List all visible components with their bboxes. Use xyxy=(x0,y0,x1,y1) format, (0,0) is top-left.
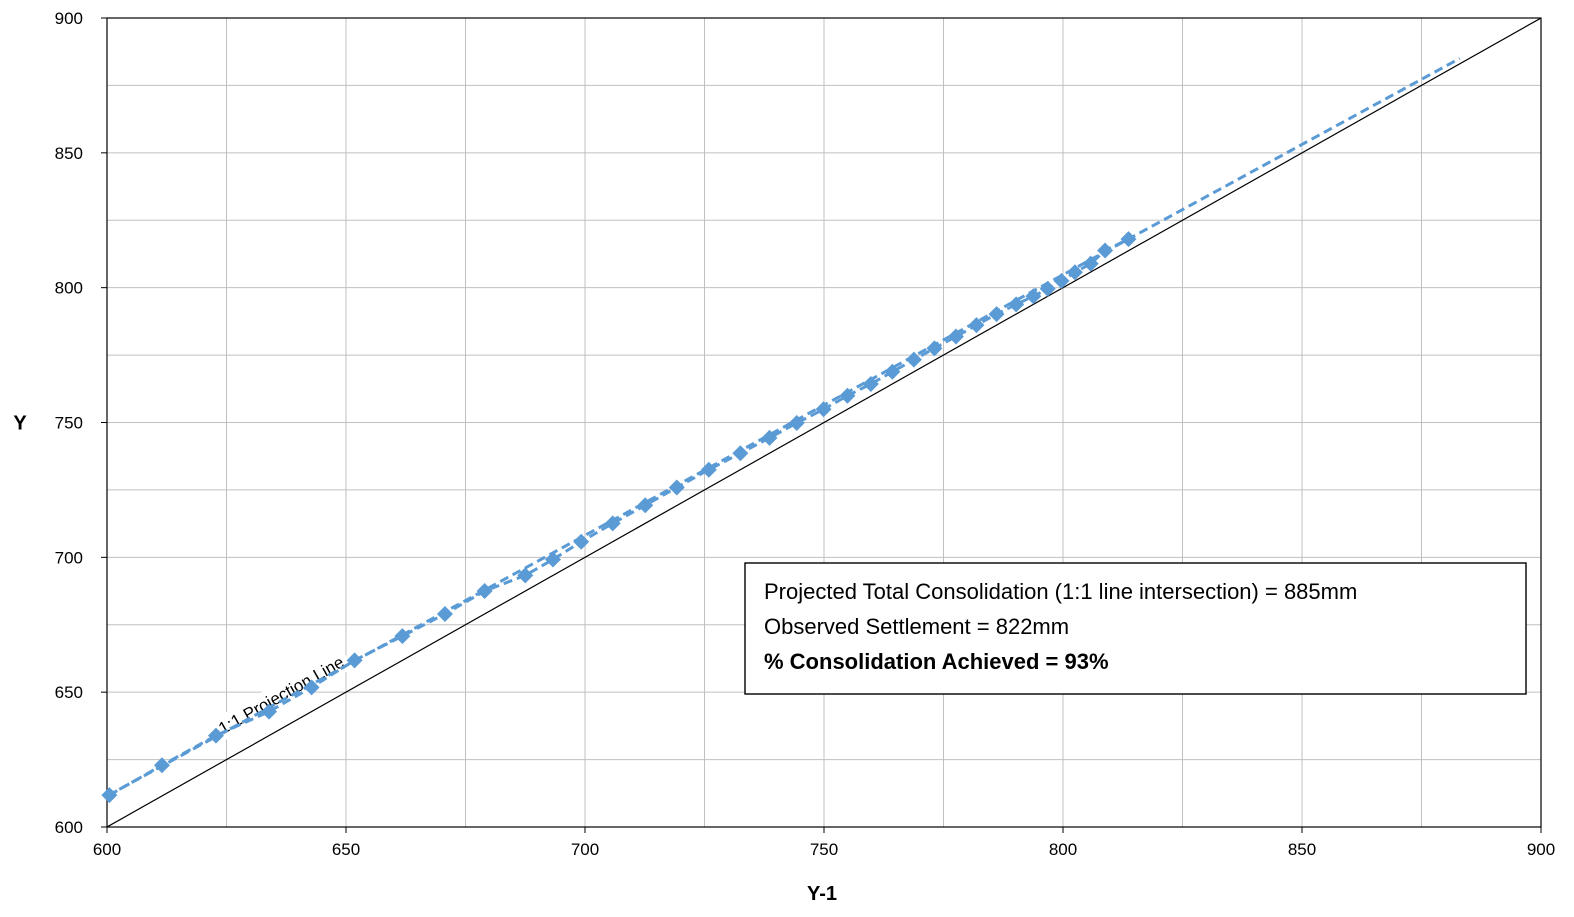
data-point xyxy=(947,328,964,345)
annotation-box-frame xyxy=(744,562,1527,695)
data-point xyxy=(1008,296,1025,313)
data-point xyxy=(637,497,654,514)
data-point xyxy=(1066,264,1083,281)
y-tick-label: 750 xyxy=(55,414,83,433)
data-point xyxy=(436,605,453,622)
data-point xyxy=(1039,280,1056,297)
data-point xyxy=(1082,255,1099,272)
data-point xyxy=(544,551,561,568)
data-point xyxy=(1097,242,1114,259)
y-tick-label: 650 xyxy=(55,683,83,702)
data-point xyxy=(700,461,717,478)
data-point xyxy=(394,628,411,645)
data-point xyxy=(476,583,493,600)
data-point xyxy=(604,515,621,532)
annotation-box: Projected Total Consolidation (1:1 line … xyxy=(744,562,1527,695)
data-point xyxy=(261,703,278,720)
data-point xyxy=(839,387,856,404)
data-point xyxy=(905,351,922,368)
data-point xyxy=(988,306,1005,323)
data-point xyxy=(884,363,901,380)
x-tick-label: 800 xyxy=(1049,840,1077,859)
y-tick-label: 900 xyxy=(55,9,83,28)
data-point xyxy=(926,340,943,357)
data-point xyxy=(761,429,778,446)
axis-ticks: 600 650 700 750 800 850 900 600 650 700 750 800 850 9… xyxy=(55,9,1556,859)
data-point xyxy=(788,415,805,432)
x-tick-label: 750 xyxy=(810,840,838,859)
data-point xyxy=(207,727,224,744)
data-point xyxy=(303,679,320,696)
data-point xyxy=(517,567,534,584)
y-axis-title: Y xyxy=(13,413,27,435)
reference-line-1-1 xyxy=(107,18,1541,827)
data-point xyxy=(1025,288,1042,305)
reference-line-label-bg xyxy=(208,647,354,743)
data-point xyxy=(862,375,879,392)
data-point xyxy=(346,652,363,669)
annotation-line-2: Observed Settlement = 822mm xyxy=(764,614,1069,639)
x-tick-label: 900 xyxy=(1527,840,1555,859)
y-tick-label: 800 xyxy=(55,279,83,298)
y-tick-label: 600 xyxy=(55,818,83,837)
x-tick-label: 850 xyxy=(1288,840,1316,859)
x-tick-label: 600 xyxy=(93,840,121,859)
data-point xyxy=(732,445,749,462)
annotation-line-3: % Consolidation Achieved = 93% xyxy=(764,649,1109,674)
x-axis-title: Y-1 xyxy=(807,883,837,905)
y-tick-label: 700 xyxy=(55,548,83,567)
data-point xyxy=(101,787,118,804)
data-point xyxy=(815,401,832,418)
y-tick-label: 850 xyxy=(55,144,83,163)
x-tick-label: 650 xyxy=(332,840,360,859)
data-point xyxy=(153,757,170,774)
x-tick-label: 700 xyxy=(571,840,599,859)
series-markers xyxy=(101,231,1137,804)
data-point xyxy=(1053,272,1070,289)
data-point xyxy=(573,533,590,550)
annotation-line-1: Projected Total Consolidation (1:1 line … xyxy=(764,579,1357,604)
data-point xyxy=(668,479,685,496)
data-point xyxy=(968,317,985,334)
data-point xyxy=(1120,231,1137,248)
